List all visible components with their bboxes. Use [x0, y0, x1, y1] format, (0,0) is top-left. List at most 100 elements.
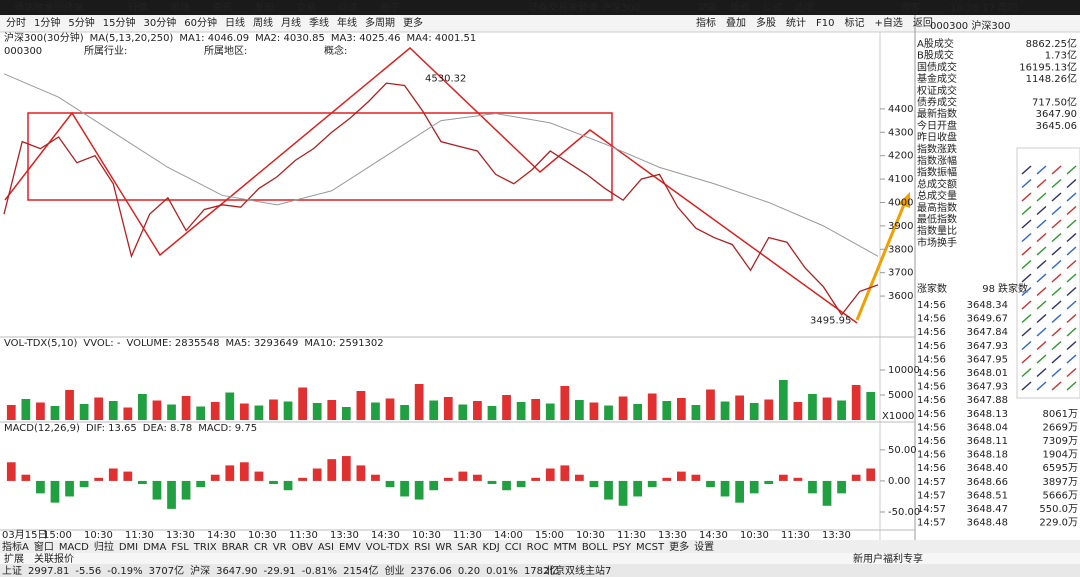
period-tab[interactable]: 日线 [225, 16, 245, 29]
tool-icon[interactable] [1066, 178, 1077, 189]
menu-item[interactable]: 功能 [698, 1, 718, 14]
period-tab[interactable]: 30分钟 [143, 16, 176, 29]
tool-button[interactable]: 多股 [756, 16, 776, 29]
indicator-tab[interactable]: VOL-TDX [366, 542, 409, 553]
period-tab[interactable]: 更多 [403, 16, 423, 29]
extra-tab[interactable]: 关联报价 [34, 552, 74, 565]
tool-icon[interactable] [1021, 259, 1032, 270]
tool-icon[interactable] [1036, 313, 1047, 324]
tool-icon[interactable] [1066, 300, 1077, 310]
tool-icon[interactable] [1036, 205, 1047, 216]
tool-icon[interactable] [1066, 273, 1077, 283]
tool-icon[interactable] [1021, 300, 1032, 310]
tool-icon[interactable] [1051, 259, 1062, 270]
tool-icon[interactable] [1021, 286, 1032, 297]
tool-icon[interactable] [1021, 327, 1032, 337]
menu-item[interactable]: 版面 [730, 1, 750, 14]
tool-icon[interactable] [1051, 205, 1062, 216]
tool-icon[interactable] [1036, 259, 1047, 270]
indicator-tab[interactable]: WR [435, 542, 452, 553]
indicator-tab[interactable]: CCI [505, 542, 522, 553]
tool-icon[interactable] [1066, 165, 1077, 175]
menu-item[interactable]: 问达 [338, 1, 358, 14]
tool-icon[interactable] [1066, 286, 1077, 297]
tool-icon[interactable] [1051, 286, 1062, 297]
tool-icon[interactable] [1066, 381, 1077, 391]
tool-icon[interactable] [1021, 367, 1032, 378]
tool-button[interactable]: 指标 [696, 16, 716, 29]
indicator-tab[interactable]: CR [254, 542, 268, 553]
indicator-tab[interactable]: MTM [553, 542, 576, 553]
tool-icon[interactable] [1051, 327, 1062, 337]
tool-icon[interactable] [1051, 219, 1062, 229]
tool-icon[interactable] [1066, 246, 1077, 256]
tool-icon[interactable] [1036, 381, 1047, 391]
period-tab[interactable]: 15分钟 [103, 16, 136, 29]
tool-icon[interactable] [1021, 273, 1032, 283]
tool-button[interactable]: F10 [816, 18, 834, 29]
menu-item[interactable]: 市场 [170, 1, 190, 14]
indicator-tab[interactable]: DMI [119, 542, 138, 553]
tool-icon[interactable] [1066, 340, 1077, 351]
tool-icon[interactable] [1021, 313, 1032, 324]
tool-icon[interactable] [1021, 192, 1032, 202]
indicator-tab[interactable]: EMV [339, 542, 361, 553]
tool-icon[interactable] [1021, 219, 1032, 229]
tool-icon[interactable] [1051, 232, 1062, 243]
menu-item[interactable]: 公式 [762, 1, 782, 14]
indicator-tab[interactable]: 归拉 [94, 540, 114, 553]
tool-icon[interactable] [1036, 367, 1047, 378]
tool-icon[interactable] [1036, 327, 1047, 337]
period-tab[interactable]: 60分钟 [184, 16, 217, 29]
tool-icon[interactable] [1021, 381, 1032, 391]
indicator-tab[interactable]: VR [273, 542, 287, 553]
menu-item[interactable]: 交易 [296, 1, 316, 14]
tool-icon[interactable] [1021, 340, 1032, 351]
tool-icon[interactable] [1051, 367, 1062, 378]
indicator-tab[interactable]: ROC [527, 542, 549, 553]
tool-icon[interactable] [1021, 354, 1032, 364]
tool-icon[interactable] [1066, 192, 1077, 202]
tool-button[interactable]: 统计 [786, 16, 806, 29]
menu-item[interactable]: 资讯 [212, 2, 232, 14]
tool-icon[interactable] [1021, 165, 1032, 175]
period-tab[interactable]: 多周期 [365, 16, 395, 29]
tool-icon[interactable] [1036, 178, 1047, 189]
period-tab[interactable]: 季线 [309, 16, 329, 29]
period-tab[interactable]: 年线 [337, 16, 357, 29]
indicator-tab[interactable]: OBV [292, 542, 313, 553]
indicator-tab[interactable]: ASI [318, 542, 334, 553]
indicator-tab[interactable]: 指标A [2, 540, 29, 553]
tool-icon[interactable] [1051, 178, 1062, 189]
tool-icon[interactable] [1036, 192, 1047, 202]
period-tab[interactable]: 周线 [253, 16, 273, 29]
tool-icon[interactable] [1051, 165, 1062, 175]
indicator-tab[interactable]: DMA [143, 542, 166, 553]
tool-icon[interactable] [1066, 367, 1077, 378]
period-tab[interactable]: 1分钟 [34, 16, 60, 29]
tool-icon[interactable] [1021, 178, 1032, 189]
tool-icon[interactable] [1036, 232, 1047, 243]
tool-icon[interactable] [1036, 165, 1047, 175]
tool-icon[interactable] [1051, 246, 1062, 256]
tool-icon[interactable] [1051, 300, 1062, 310]
menu-item[interactable]: 行情 [128, 1, 148, 14]
tool-icon[interactable] [1066, 354, 1077, 364]
indicator-tab[interactable]: TRIX [193, 542, 217, 553]
menu-item[interactable]: 发现 [254, 1, 274, 14]
tool-icon[interactable] [1051, 273, 1062, 283]
indicator-tab[interactable]: 设置 [694, 541, 714, 553]
indicator-tab[interactable]: FSL [171, 542, 189, 553]
tool-icon[interactable] [1051, 192, 1062, 202]
tool-icon[interactable] [1051, 381, 1062, 391]
tool-button[interactable]: 标记 [844, 17, 864, 29]
tool-icon[interactable] [1036, 219, 1047, 229]
tool-icon[interactable] [1036, 340, 1047, 351]
indicator-tab[interactable]: 更多 [669, 540, 689, 553]
indicator-tab[interactable]: MACD [59, 542, 89, 553]
tool-icon[interactable] [1051, 340, 1062, 351]
indicator-tab[interactable]: SAR [457, 542, 477, 553]
tool-icon[interactable] [1066, 232, 1077, 243]
indicator-tab[interactable]: MCST [636, 542, 665, 553]
tool-icon[interactable] [1036, 300, 1047, 310]
